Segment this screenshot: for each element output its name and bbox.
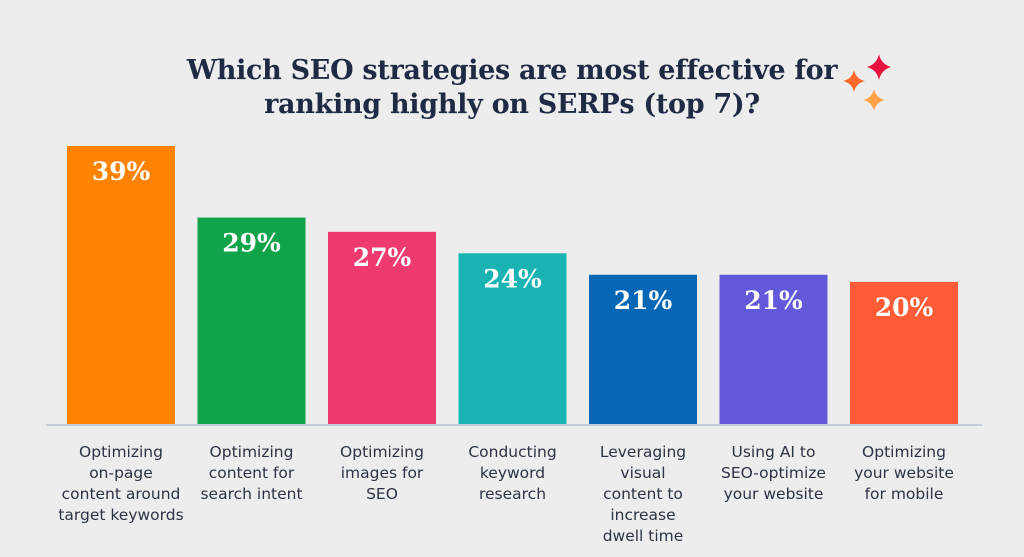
category-label-4-line-1: Conducting	[468, 443, 556, 461]
category-label-5-line-2: visual	[620, 464, 665, 482]
category-label-7-line-3: for mobile	[865, 485, 944, 503]
bar-5	[589, 274, 697, 425]
category-label-1-line-4: target keywords	[58, 506, 183, 524]
bar-value-label-4: 24%	[483, 264, 542, 293]
category-label-1-line-1: Optimizing	[79, 443, 163, 461]
sparkle-orange	[843, 70, 865, 92]
bar-2	[197, 217, 306, 425]
sparkle-red	[867, 54, 891, 80]
category-label-7-line-2: your website	[854, 464, 954, 482]
bar-value-label-3: 27%	[353, 243, 412, 272]
bar-value-label-2: 29%	[222, 229, 281, 258]
bar-7	[850, 281, 958, 425]
bar-1	[67, 146, 175, 425]
category-label-7-line-1: Optimizing	[862, 443, 946, 461]
category-label-1-line-2: on-page	[89, 464, 153, 482]
category-label-4-line-3: research	[479, 485, 546, 503]
category-label-6-line-1: Using AI to	[732, 443, 816, 461]
category-label-6-line-3: your website	[724, 485, 824, 503]
category-label-5-line-4: increase	[610, 506, 675, 524]
category-label-1-line-3: content around	[62, 485, 181, 503]
sparkle-light-orange	[863, 89, 885, 111]
category-label-3-line-1: Optimizing	[340, 443, 424, 461]
category-label-3-line-3: SEO	[366, 485, 398, 503]
category-label-2-line-1: Optimizing	[210, 443, 294, 461]
bar-3	[328, 231, 436, 425]
category-label-3-line-2: images for	[341, 464, 424, 482]
category-label-2-line-3: search intent	[200, 485, 302, 503]
bar-value-label-6: 21%	[744, 286, 803, 315]
bar-6	[719, 274, 828, 425]
bar-4	[458, 253, 567, 425]
category-label-5-line-5: dwell time	[603, 527, 684, 545]
category-label-4-line-2: keyword	[480, 464, 545, 482]
category-label-5-line-1: Leveraging	[600, 443, 686, 461]
bar-value-label-1: 39%	[92, 157, 151, 186]
category-label-6-line-2: SEO-optimize	[721, 464, 826, 482]
category-label-5-line-3: content to	[603, 485, 683, 503]
bar-value-label-7: 20%	[875, 293, 934, 322]
category-label-2-line-2: content for	[209, 464, 295, 482]
sparkles-icon	[843, 54, 891, 111]
chart-title-line-2: ranking highly on SERPs (top 7)?	[264, 89, 760, 120]
chart-title-line-1: Which SEO strategies are most effective …	[186, 55, 838, 86]
bar-value-label-5: 21%	[614, 286, 673, 315]
